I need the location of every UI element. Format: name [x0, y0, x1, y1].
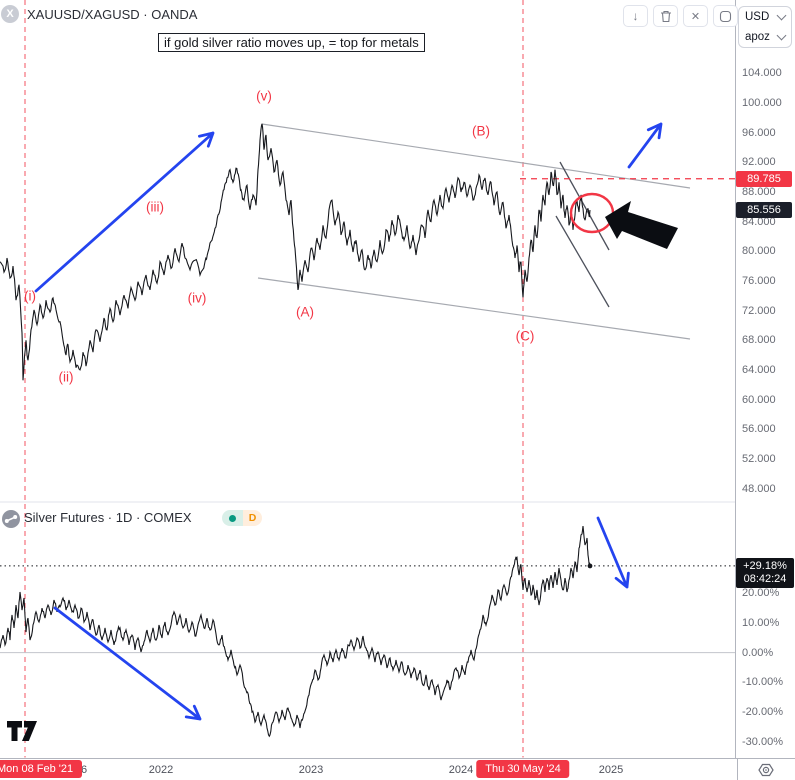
- bottom-pane-title[interactable]: Silver Futures · 1D · COMEX: [24, 510, 192, 525]
- maximize-pane-button[interactable]: [713, 5, 738, 27]
- currency-select[interactable]: USD: [739, 7, 791, 27]
- price-tick-label: 64.000: [742, 363, 776, 376]
- channel-trendline: [257, 277, 691, 340]
- market-open-dot-icon: [229, 514, 236, 522]
- maximize-icon: [719, 10, 732, 22]
- price-tick-label: 72.000: [742, 304, 776, 317]
- axis-corner-separator: [737, 759, 738, 780]
- chart-note-textbox[interactable]: if gold silver ratio moves up, = top for…: [158, 33, 425, 52]
- pane-settings-button[interactable]: [757, 761, 775, 780]
- blue-trend-arrow: [53, 606, 202, 721]
- price-tick-label: 104.000: [742, 67, 782, 80]
- red-highlight-circle: [569, 192, 615, 234]
- price-tick-label: 48.000: [742, 482, 776, 495]
- black-pointer-arrow: [605, 201, 678, 249]
- chevron-down-icon: [776, 30, 787, 41]
- price-tick-label: 100.000: [742, 96, 782, 109]
- channel-trendline: [261, 123, 691, 189]
- price-tick-label: 88.000: [742, 185, 776, 198]
- price-tick-label: 56.000: [742, 423, 776, 436]
- scale-unit-selector: USD apoz: [738, 6, 792, 48]
- blue-trend-arrow: [34, 131, 215, 293]
- daily-interval-badge: D: [243, 510, 262, 526]
- delete-drawing-button[interactable]: [653, 5, 678, 27]
- right-price-axis[interactable]: USD apoz +29.18% 08:42:24 112.000108.000…: [735, 0, 795, 758]
- date-crosshair-badge: Thu 30 May '24: [476, 760, 570, 778]
- percent-tick-label: 10.00%: [742, 616, 780, 629]
- arrow-down-icon: ↓: [632, 9, 639, 23]
- status-dot-segment: [222, 510, 243, 526]
- tradingview-logo-icon: [7, 721, 37, 741]
- price-tick-label: 80.000: [742, 245, 776, 258]
- percent-tick-label: 20.00%: [742, 587, 780, 600]
- countdown-timer: 08:42:24: [743, 572, 787, 585]
- percent-tick-label: -30.00%: [742, 735, 783, 748]
- price-tick-label: 60.000: [742, 393, 776, 406]
- steep-trendline: [559, 161, 610, 251]
- change-countdown-badge: +29.18% 08:42:24: [736, 557, 794, 588]
- trash-icon: [660, 10, 671, 22]
- price-tick-label: 96.000: [742, 126, 776, 139]
- tradingview-logo[interactable]: [7, 721, 39, 747]
- price-tick-label: 84.000: [742, 215, 776, 228]
- time-tick-label: 2024: [448, 764, 474, 776]
- bottom-symbol-logo-icon: [2, 510, 20, 533]
- price-tick-label: 92.000: [742, 156, 776, 169]
- time-tick-label: 2023: [298, 764, 324, 776]
- last-price-badge: 89.785: [736, 170, 792, 187]
- blue-trend-arrow: [627, 122, 663, 169]
- silver-percent-line: [0, 526, 591, 738]
- time-tick-label: 2025: [598, 764, 624, 776]
- price-tick-label: 52.000: [742, 452, 776, 465]
- ratio-price-line: [0, 123, 591, 381]
- x-letter-icon: X: [1, 5, 19, 23]
- close-icon: ✕: [690, 10, 701, 23]
- blue-trend-arrow: [596, 516, 630, 589]
- top-pane-title[interactable]: XAUUSD/XAGUSD · OANDA: [27, 7, 198, 22]
- top-symbol-logo-icon: X: [1, 5, 19, 23]
- unit-value: apoz: [745, 31, 770, 43]
- price-tick-label: 76.000: [742, 274, 776, 287]
- percent-tick-label: -10.00%: [742, 676, 783, 689]
- percent-tick-label: -20.00%: [742, 706, 783, 718]
- unit-select[interactable]: apoz: [739, 27, 791, 47]
- time-axis[interactable]: 6 2022 2023 2024 2025 Mon 08 Feb '21 Thu 30 Ma…: [0, 758, 795, 780]
- percent-tick-label: 0.00%: [742, 646, 774, 659]
- percent-change-value: +29.18%: [743, 559, 787, 572]
- currency-value: USD: [745, 11, 770, 23]
- drawing-toolbar: ↓ ✕: [623, 5, 738, 27]
- date-crosshair-badge: Mon 08 Feb '21: [0, 760, 83, 778]
- close-drawing-button[interactable]: ✕: [683, 5, 708, 27]
- time-tick-label: 6: [80, 764, 88, 776]
- silver-futures-logo-icon: [2, 510, 20, 528]
- steep-trendline: [555, 215, 610, 308]
- interval-pill[interactable]: D: [222, 510, 262, 526]
- time-tick-label: 2022: [148, 764, 174, 776]
- download-arrow-button[interactable]: ↓: [623, 5, 648, 27]
- hexagon-settings-icon: [758, 763, 774, 777]
- last-price-dot: [587, 563, 593, 569]
- chevron-down-icon: [776, 10, 787, 21]
- last-price-badge: 85.556: [736, 202, 792, 219]
- price-tick-label: 68.000: [742, 334, 776, 347]
